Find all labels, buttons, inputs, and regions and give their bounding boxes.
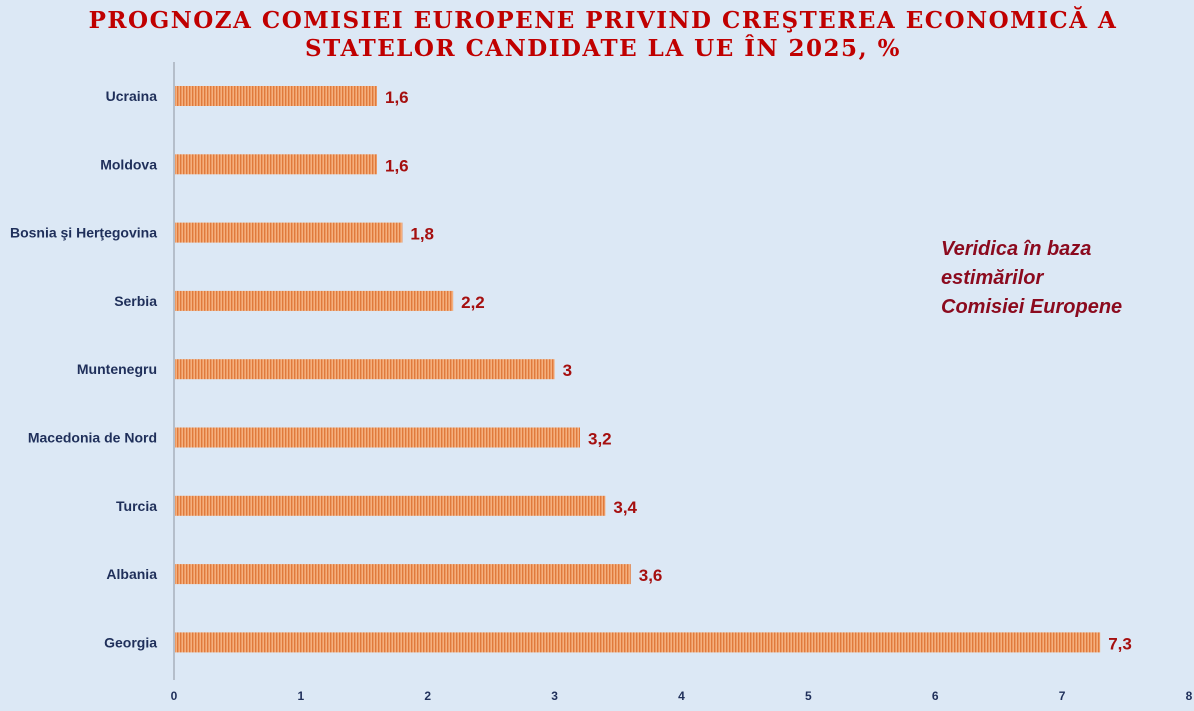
x-tick-2: 2 [424, 689, 431, 703]
bar-macedonia-de-nord [175, 427, 580, 448]
value-label-macedonia-de-nord: 3,2 [588, 430, 612, 449]
chart-title-line-2: STATELOR CANDIDATE LA UE ÎN 2025, % [305, 35, 901, 62]
category-label-serbia: Serbia [114, 293, 157, 309]
x-tick-0: 0 [171, 689, 178, 703]
bar-series: Ucraina 1,6 Moldova 1,6 Bosnia şi Herţegovin… [10, 86, 1132, 653]
value-label-georgia: 7,3 [1108, 634, 1132, 653]
bar-ucraina [175, 86, 377, 106]
value-label-moldova: 1,6 [385, 156, 409, 175]
chart-title-line-1: PROGNOZA COMISIEI EUROPENE PRIVIND CREŞT… [89, 7, 1118, 34]
value-label-ucraina: 1,6 [385, 88, 409, 107]
category-label-turcia: Turcia [116, 498, 157, 514]
x-tick-7: 7 [1059, 689, 1066, 703]
category-label-moldova: Moldova [100, 156, 157, 172]
bar-bosnia-si-hertegovina [175, 222, 403, 243]
value-label-muntenegru: 3 [563, 361, 572, 380]
annotation-line-1: Veridica în baza [941, 238, 1091, 260]
annotation-line-2: estimărilor [941, 267, 1044, 289]
bar-serbia [175, 290, 454, 311]
annotation-line-3: Comisiei Europene [941, 296, 1122, 318]
category-label-muntenegru: Muntenegru [77, 361, 157, 377]
x-tick-6: 6 [932, 689, 939, 703]
x-tick-4: 4 [678, 689, 685, 703]
category-label-ucraina: Ucraina [106, 88, 158, 104]
value-label-serbia: 2,2 [461, 293, 485, 312]
x-axis-ticks: 0 1 2 3 4 5 6 7 8 [171, 689, 1193, 703]
value-label-albania: 3,6 [639, 566, 663, 585]
bar-turcia [175, 495, 606, 516]
x-tick-1: 1 [298, 689, 305, 703]
category-label-macedonia-de-nord: Macedonia de Nord [28, 430, 157, 446]
bar-muntenegru [175, 359, 555, 380]
x-tick-5: 5 [805, 689, 812, 703]
bar-georgia [175, 632, 1101, 653]
x-tick-3: 3 [551, 689, 558, 703]
category-label-albania: Albania [106, 566, 157, 582]
category-label-bosnia-si-hertegovina: Bosnia şi Herţegovina [10, 225, 157, 241]
bar-albania [175, 564, 631, 585]
bar-moldova [175, 154, 377, 175]
category-label-georgia: Georgia [104, 634, 157, 650]
x-tick-8: 8 [1186, 689, 1193, 703]
value-label-turcia: 3,4 [613, 498, 637, 517]
value-label-bosnia-si-hertegovina: 1,8 [410, 225, 434, 244]
